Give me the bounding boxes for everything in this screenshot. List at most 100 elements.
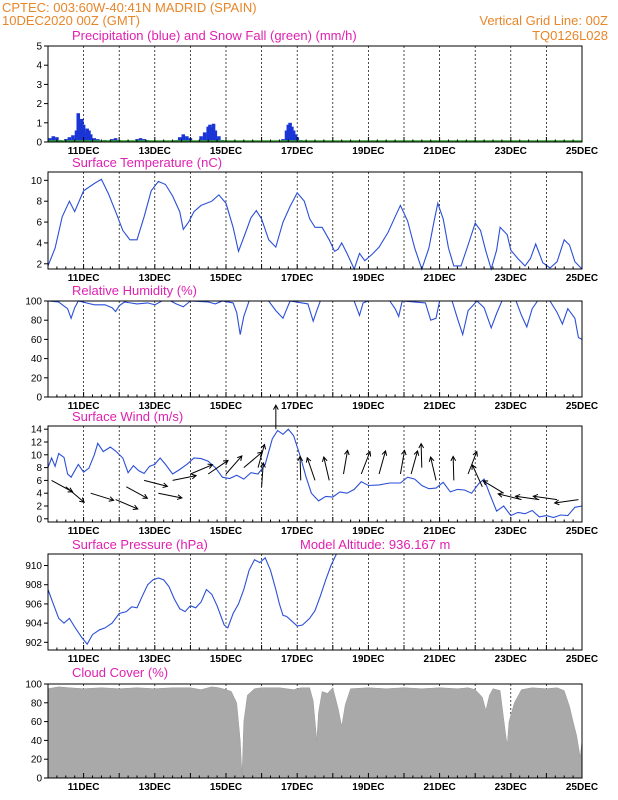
wind-arrow-shaft (515, 495, 540, 501)
wind-arrow (399, 449, 407, 475)
y-tick-label: 60 (31, 717, 43, 728)
x-tick-label: 23DEC (495, 273, 527, 284)
wind-arrow-head (207, 463, 214, 469)
panel-frame (47, 553, 583, 651)
header-model-code: TQ0126L028 (532, 28, 608, 43)
wind-arrow-shaft (467, 451, 478, 475)
wind-arrow-head (236, 455, 243, 461)
x-tick-label: 19DEC (352, 146, 384, 157)
precip-bar (177, 137, 182, 142)
x-tick-label: 11DEC (68, 782, 100, 793)
wind-arrow (260, 461, 266, 487)
wind-arrow (126, 486, 149, 499)
x-tick-label: 15DEC (210, 654, 242, 665)
x-tick-label: 23DEC (495, 526, 527, 537)
wind-arrow-shaft (533, 495, 558, 501)
precip-bar (181, 134, 186, 142)
wind-arrow-head (472, 450, 478, 457)
x-tick-label: 13DEC (139, 654, 171, 665)
y-tick-label: 906 (25, 599, 42, 610)
x-tick-label: 17DEC (281, 782, 313, 793)
x-tick-label: 15DEC (210, 401, 242, 412)
wind-arrow-shaft (342, 450, 349, 475)
y-tick-label: 10 (31, 450, 43, 461)
x-tick-label: 17DEC (281, 273, 313, 284)
wind-arrow-shaft (378, 450, 386, 475)
panel-title-pressure: Surface Pressure (hPa) (72, 537, 208, 552)
y-tick-label: 4 (36, 61, 42, 72)
panel-precip: Precipitation (blue) and Snow Fall (gree… (36, 28, 598, 157)
humidity-line (47, 300, 583, 340)
x-tick-label: 17DEC (281, 654, 313, 665)
wind-arrow (342, 449, 350, 475)
wind-arrow (172, 473, 198, 481)
y-tick-label: 40 (31, 736, 43, 747)
precip-bar (213, 130, 218, 142)
wind-arrow-shaft (410, 450, 419, 475)
wind-arrow-head (514, 493, 521, 500)
wind-arrow-shaft (126, 486, 148, 499)
wind-line (47, 428, 583, 519)
x-tick-label: 23DEC (495, 146, 527, 157)
wind-arrow (90, 492, 115, 502)
x-tick-label: 25DEC (566, 146, 598, 157)
panel-title-humidity: Relative Humidity (%) (72, 283, 197, 298)
x-tick-label: 11DEC (68, 146, 100, 157)
wind-arrow (243, 451, 263, 468)
pressure-line (47, 553, 337, 646)
wind-arrow-shaft (420, 443, 423, 468)
wind-arrow-head (305, 456, 312, 463)
wind-arrow (190, 463, 214, 475)
temperature-line (47, 178, 583, 271)
x-tick-label: 25DEC (566, 654, 598, 665)
y-tick-label: 6 (36, 218, 42, 229)
header-date: 10DEC2020 00Z (GMT) (2, 13, 140, 28)
wind-arrow-shaft (65, 486, 85, 503)
panel-frame (47, 171, 583, 270)
wind-arrow (273, 404, 279, 430)
x-tick-label: 17DEC (281, 401, 313, 412)
y-tick-label: 100 (25, 680, 42, 691)
wind-arrow (514, 493, 540, 501)
wind-arrow-head (260, 443, 267, 450)
wind-arrow (321, 456, 330, 481)
x-tick-label: 11DEC (68, 401, 100, 412)
x-tick-label: 21DEC (423, 782, 455, 793)
wind-arrow-head (162, 482, 169, 489)
wind-arrow-shaft (482, 480, 504, 494)
cloud-area (47, 686, 583, 779)
x-tick-label: 23DEC (495, 654, 527, 665)
wind-arrow (207, 459, 229, 475)
wind-arrow-shaft (243, 451, 263, 468)
precip-bar (48, 138, 52, 142)
wind-arrow-head (471, 464, 477, 470)
x-tick-label: 11DEC (68, 273, 100, 284)
precip-bar (67, 137, 72, 142)
wind-arrow-shaft (172, 475, 197, 481)
y-tick-label: 0 (36, 514, 42, 525)
wind-arrow-head (132, 504, 139, 510)
x-tick-label: 23DEC (495, 782, 527, 793)
x-tick-label: 25DEC (566, 526, 598, 537)
panel-frame (47, 45, 583, 143)
wind-arrow-head (413, 449, 420, 456)
y-tick-label: 10 (31, 176, 43, 187)
y-tick-label: 8 (36, 463, 42, 474)
y-tick-label: 904 (25, 619, 42, 630)
wind-arrow-shaft (143, 479, 168, 487)
wind-arrow-head (381, 449, 388, 456)
y-tick-label: 2 (36, 99, 42, 110)
wind-arrow-head (79, 497, 85, 503)
x-tick-label: 21DEC (423, 526, 455, 537)
y-tick-label: 12 (31, 438, 43, 449)
x-tick-label: 25DEC (566, 401, 598, 412)
wind-arrow (305, 456, 316, 481)
precip-bar (71, 135, 75, 142)
x-tick-label: 11DEC (68, 654, 100, 665)
wind-arrow (410, 449, 420, 475)
precip-bar (113, 138, 118, 142)
y-tick-label: 6 (36, 476, 42, 487)
wind-arrow (553, 499, 579, 506)
x-tick-label: 15DEC (210, 146, 242, 157)
